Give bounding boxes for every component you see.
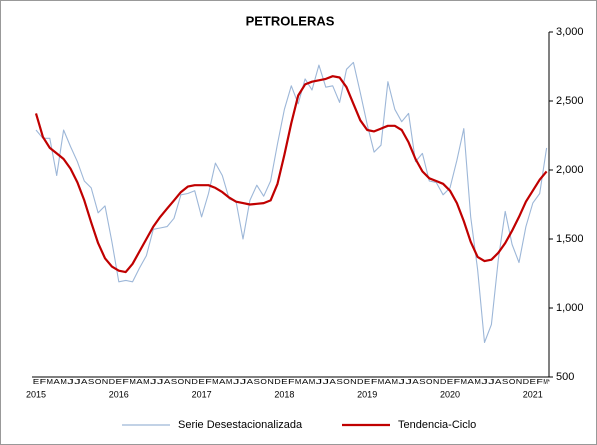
x-tick-label: M* xyxy=(543,377,550,386)
x-tick-label: A xyxy=(385,377,392,386)
x-tick-label: O xyxy=(426,377,433,386)
x-tick-label: E xyxy=(281,377,288,386)
x-tick-label: M xyxy=(143,377,150,386)
x-tick-label: J xyxy=(74,377,81,386)
y-tick-label: 2,500 xyxy=(556,95,584,107)
series-line xyxy=(35,61,548,344)
x-tick-label: M xyxy=(392,377,399,386)
x-tick-label: E xyxy=(530,377,537,386)
x-tick-label: S xyxy=(171,377,178,386)
x-tick-label: M xyxy=(295,377,302,386)
x-tick-label: S xyxy=(419,377,426,386)
x-tick-label: F xyxy=(536,377,543,386)
year-label: 2015 xyxy=(26,389,46,399)
chart-title: PETROLERAS xyxy=(246,13,335,28)
x-tick-label: S xyxy=(254,377,261,386)
year-label: 2019 xyxy=(357,389,377,399)
x-tick-label: A xyxy=(247,377,254,386)
x-tick-label: A xyxy=(164,377,171,386)
x-tick-label: S xyxy=(88,377,95,386)
year-label: 2017 xyxy=(192,389,212,399)
x-tick-label: N xyxy=(267,377,274,386)
legend-label: Serie Desestacionalizada xyxy=(178,419,303,431)
x-tick-label: A xyxy=(53,377,60,386)
x-tick-label: D xyxy=(191,377,198,386)
x-tick-label: M xyxy=(212,377,219,386)
series-line xyxy=(34,75,548,274)
x-tick-label: D xyxy=(523,377,530,386)
x-tick-label: J xyxy=(157,377,164,386)
x-tick-label: J xyxy=(481,377,488,386)
x-tick-label: J xyxy=(150,377,157,386)
x-tick-label: A xyxy=(81,377,88,386)
x-tick-label: M xyxy=(226,377,233,386)
x-tick-label: F xyxy=(205,377,212,386)
x-tick-label: M xyxy=(474,377,481,386)
x-tick-label: A xyxy=(302,377,309,386)
x-tick-label: J xyxy=(405,377,412,386)
x-tick-label: A xyxy=(219,377,226,386)
x-tick-label: O xyxy=(95,377,102,386)
y-tick-label: 3,000 xyxy=(556,26,584,38)
x-tick-label: N xyxy=(185,377,192,386)
y-tick-label: 1,000 xyxy=(556,302,584,314)
x-tick-label: M xyxy=(47,377,54,386)
y-tick-label: 2,000 xyxy=(556,164,584,176)
x-tick-label: S xyxy=(502,377,509,386)
x-tick-label: D xyxy=(440,377,447,386)
x-tick-label: S xyxy=(336,377,343,386)
x-tick-label: E xyxy=(198,377,205,386)
x-tick-label: N xyxy=(433,377,440,386)
x-tick-label: F xyxy=(122,377,129,386)
x-tick-label: M xyxy=(461,377,468,386)
year-label: 2021 xyxy=(523,389,543,399)
x-tick-label: N xyxy=(516,377,523,386)
legend-label: Tendencia-Ciclo xyxy=(398,419,476,431)
x-tick-label: F xyxy=(371,377,378,386)
x-tick-label: E xyxy=(116,377,123,386)
x-tick-label: F xyxy=(454,377,461,386)
x-tick-label: M xyxy=(129,377,136,386)
x-tick-label: A xyxy=(495,377,502,386)
x-tick-label: M xyxy=(60,377,67,386)
x-tick-label: J xyxy=(240,377,247,386)
x-tick-label: D xyxy=(274,377,281,386)
x-tick-label: J xyxy=(233,377,240,386)
x-tick-label: J xyxy=(323,377,330,386)
x-tick-label: F xyxy=(40,377,47,386)
x-tick-label: O xyxy=(260,377,267,386)
x-tick-label: M xyxy=(378,377,385,386)
x-tick-label: O xyxy=(509,377,516,386)
x-tick-label: A xyxy=(136,377,143,386)
x-tick-label: A xyxy=(467,377,474,386)
x-tick-label: N xyxy=(350,377,357,386)
x-tick-label: E xyxy=(447,377,454,386)
x-tick-label: A xyxy=(412,377,419,386)
x-tick-label: D xyxy=(357,377,364,386)
x-tick-label: A xyxy=(329,377,336,386)
year-label: 2016 xyxy=(109,389,129,399)
x-tick-label: J xyxy=(488,377,495,386)
year-label: 2018 xyxy=(274,389,294,399)
x-tick-label: M xyxy=(309,377,316,386)
x-tick-label: O xyxy=(343,377,350,386)
x-tick-label: E xyxy=(33,377,40,386)
x-tick-label: J xyxy=(398,377,405,386)
y-tick-label: 1,500 xyxy=(556,233,584,245)
x-tick-label: O xyxy=(178,377,185,386)
x-tick-label: E xyxy=(364,377,371,386)
x-tick-label: F xyxy=(288,377,295,386)
year-label: 2020 xyxy=(440,389,460,399)
x-tick-label: D xyxy=(109,377,116,386)
x-tick-label: J xyxy=(67,377,74,386)
x-tick-label: J xyxy=(316,377,323,386)
x-tick-label: N xyxy=(102,377,109,386)
y-tick-label: 500 xyxy=(556,371,574,383)
